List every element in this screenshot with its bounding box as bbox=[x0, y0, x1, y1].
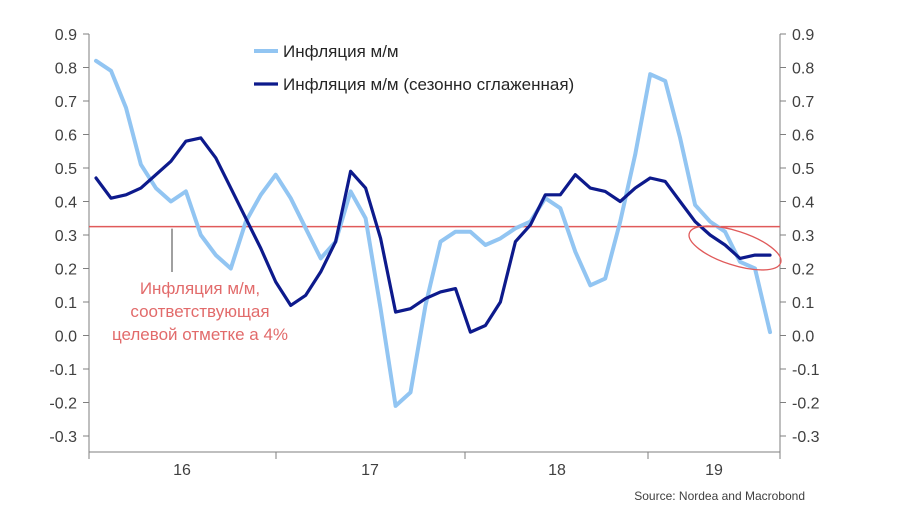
y-tick-label-right: -0.1 bbox=[792, 362, 820, 379]
y-tick-label-right: 0.6 bbox=[792, 128, 814, 145]
x-axis: 16 17 18 19 bbox=[88, 451, 781, 479]
series-line-cpi-sa bbox=[94, 136, 772, 334]
x-tick-label: 19 bbox=[705, 462, 723, 479]
x-tick-label: 16 bbox=[173, 462, 191, 479]
legend-label-cpi: Инфляция м/м bbox=[283, 42, 399, 61]
y-axis-left: 0.9 0.8 0.7 0.6 0.5 0.4 0.3 0.2 0.1 0.0 -0.1 -0.2 -0… bbox=[49, 27, 90, 456]
y-tick-label-right: 0.7 bbox=[792, 94, 814, 111]
y-tick-label-right: -0.2 bbox=[792, 396, 820, 413]
highlight-ellipse bbox=[688, 225, 782, 271]
y-tick-label-left: 0.0 bbox=[55, 329, 77, 346]
series-lines bbox=[94, 58, 772, 408]
legend-label-cpi-sa: Инфляция м/м (сезонно сглаженная) bbox=[283, 75, 574, 94]
y-axis-right: 0.9 0.8 0.7 0.6 0.5 0.4 0.3 0.2 0.1 0.0 -0.1 -0.2 -0… bbox=[779, 27, 820, 456]
y-tick-label-left: 0.6 bbox=[55, 128, 77, 145]
y-tick-label-right: -0.3 bbox=[792, 429, 820, 446]
legend: Инфляция м/м Инфляция м/м (сезонно сглаж… bbox=[254, 42, 574, 94]
y-tick-label-left: 0.9 bbox=[55, 27, 77, 44]
y-tick-label-left: 0.2 bbox=[55, 262, 77, 279]
y-tick-label-right: 0.1 bbox=[792, 295, 814, 312]
y-tick-label-left: -0.1 bbox=[49, 362, 77, 379]
y-tick-label-left: 0.7 bbox=[55, 94, 77, 111]
series-line-cpi bbox=[94, 58, 772, 408]
y-tick-label-right: 0.0 bbox=[792, 329, 814, 346]
y-tick-label-right: 0.8 bbox=[792, 61, 814, 78]
y-tick-label-left: -0.3 bbox=[49, 429, 77, 446]
annotation-line-2: соответствующая bbox=[130, 302, 269, 321]
y-tick-label-right: 0.4 bbox=[792, 195, 814, 212]
y-tick-label-right: 0.9 bbox=[792, 27, 814, 44]
y-tick-label-left: 0.8 bbox=[55, 61, 77, 78]
y-tick-label-left: 0.3 bbox=[55, 228, 77, 245]
y-tick-label-left: 0.1 bbox=[55, 295, 77, 312]
annotation-line-3: целевой отметке а 4% bbox=[112, 325, 288, 344]
x-tick-label: 18 bbox=[548, 462, 566, 479]
source-note: Source: Nordea and Macrobond bbox=[634, 489, 805, 503]
y-tick-label-left: 0.5 bbox=[55, 161, 77, 178]
annotation-line-1: Инфляция м/м, bbox=[140, 279, 260, 298]
y-tick-label-right: 0.3 bbox=[792, 228, 814, 245]
y-tick-label-left: -0.2 bbox=[49, 396, 77, 413]
x-tick-label: 17 bbox=[361, 462, 379, 479]
y-tick-label-left: 0.4 bbox=[55, 195, 77, 212]
y-tick-label-right: 0.5 bbox=[792, 161, 814, 178]
y-tick-label-right: 0.2 bbox=[792, 262, 814, 279]
